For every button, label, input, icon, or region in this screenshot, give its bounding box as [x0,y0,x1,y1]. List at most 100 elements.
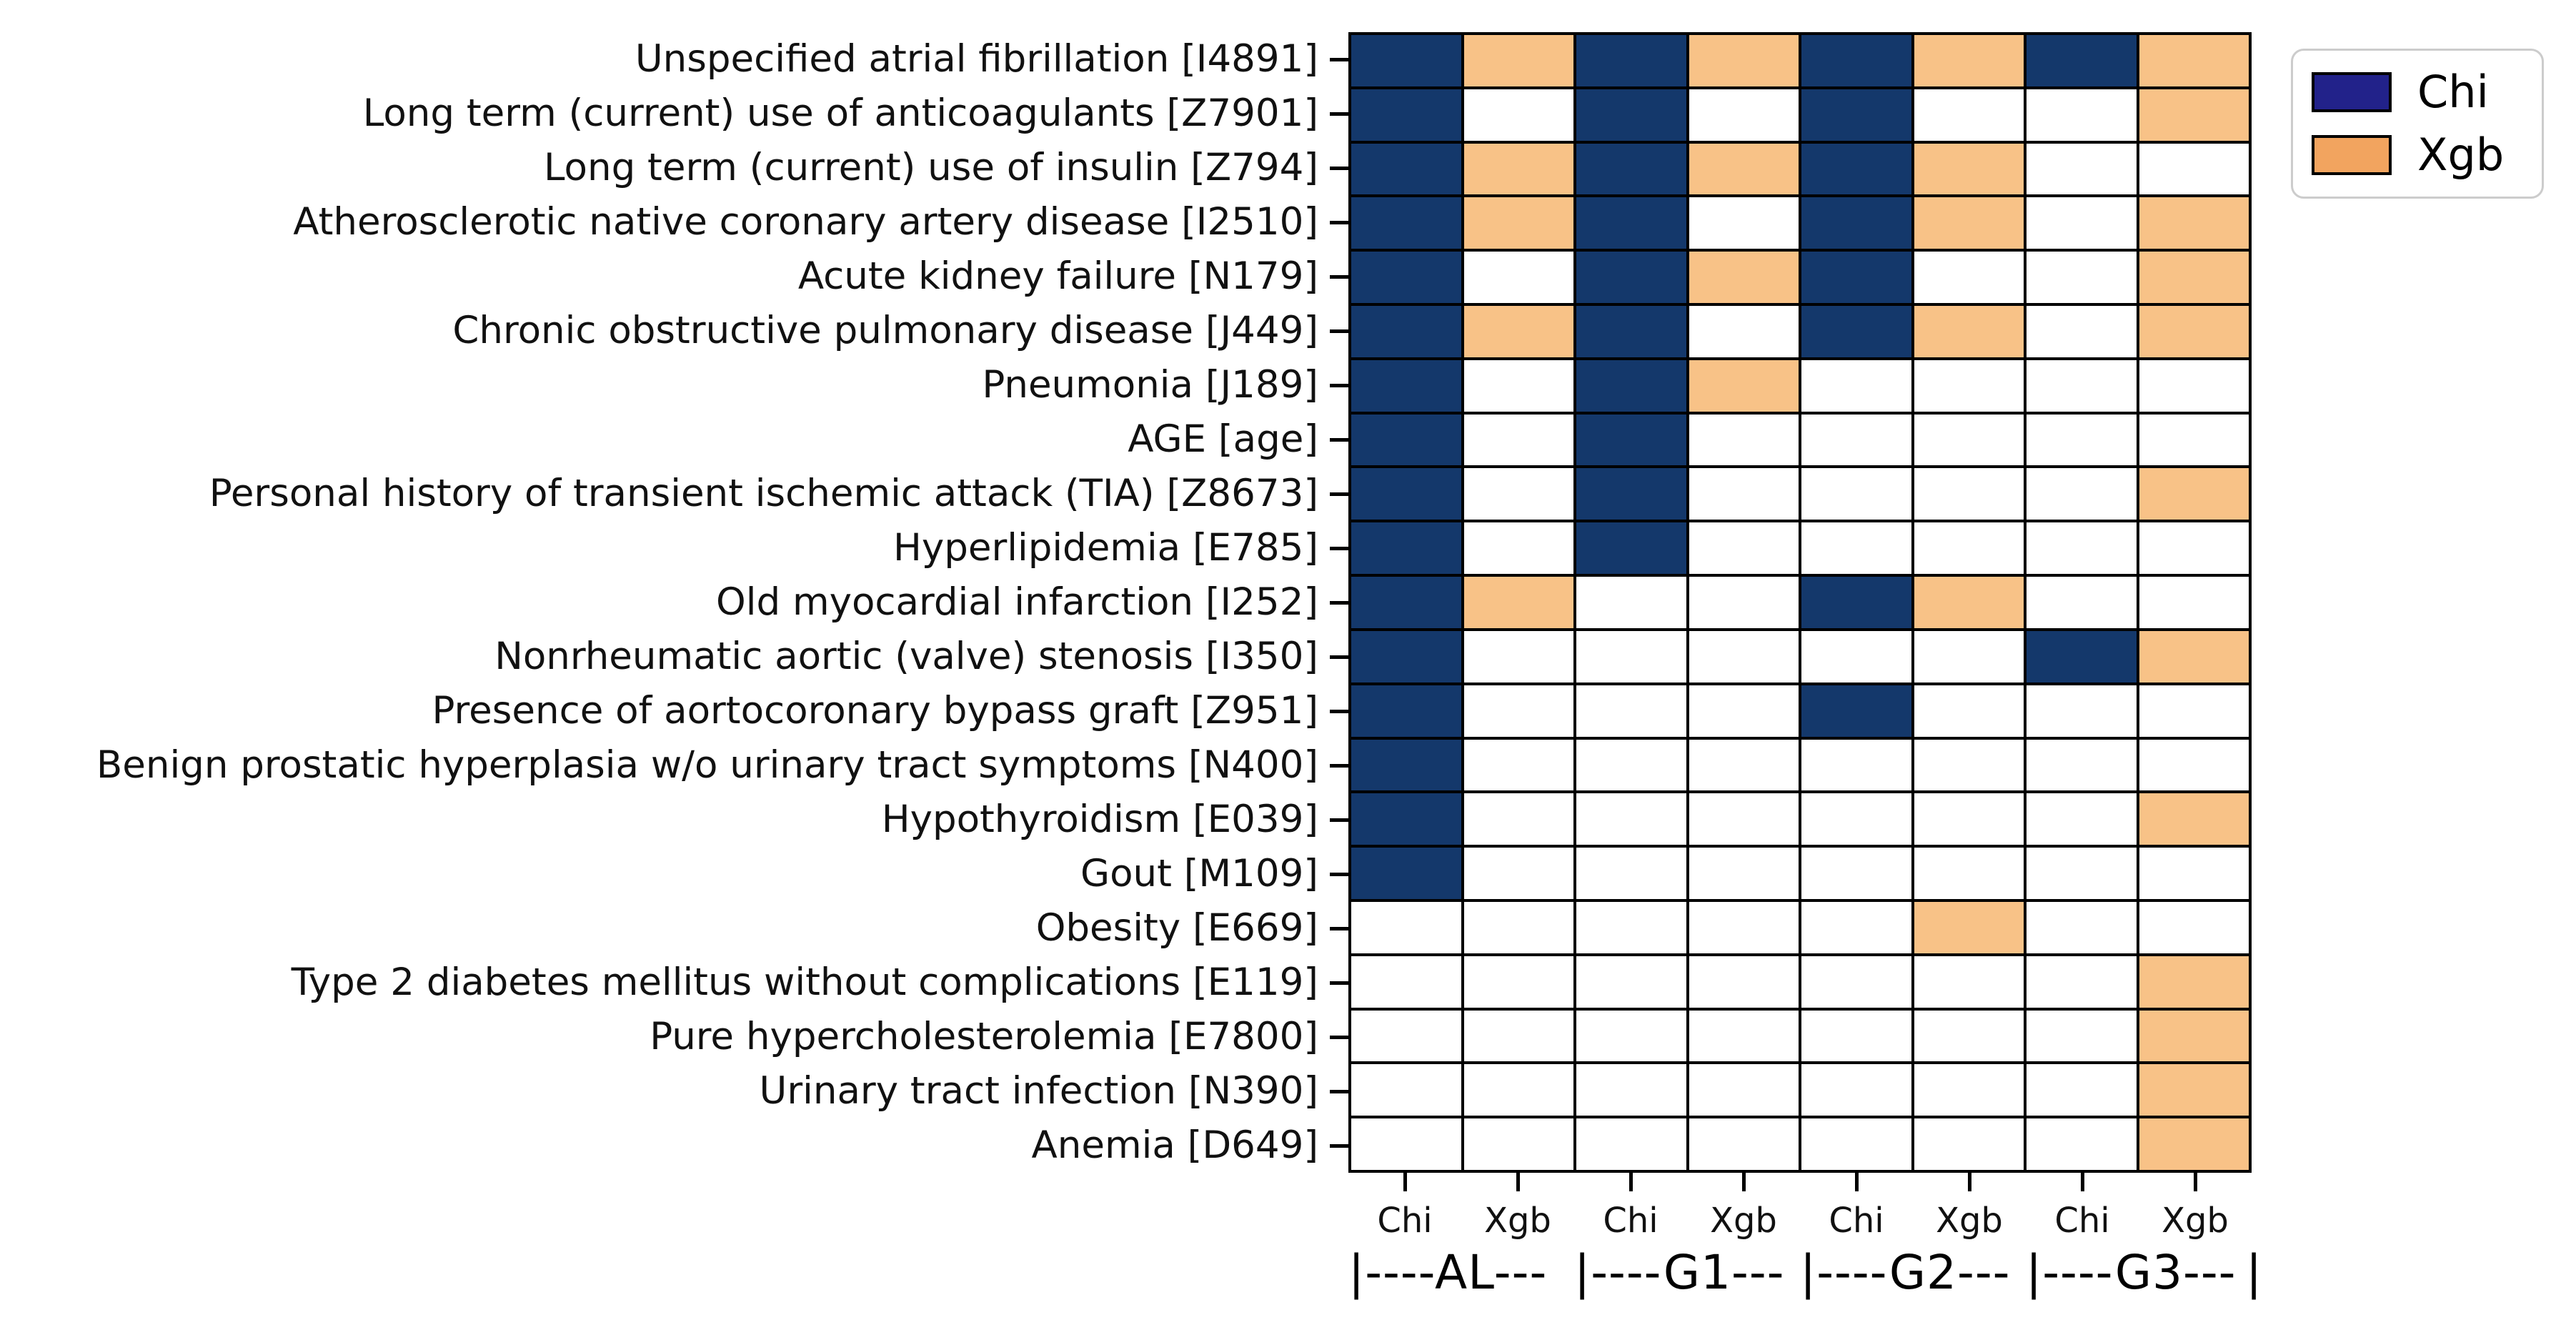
heatmap-cell [2139,901,2249,953]
heatmap-cell [1914,956,2024,1008]
legend-label-chi: Chi [2417,66,2489,118]
x-tick-label: Chi [2054,1201,2110,1241]
heatmap-cell [1351,1118,1461,1170]
heatmap-cell [1801,685,1911,737]
heatmap-cell [1801,577,1911,628]
heatmap-cell [1914,522,2024,575]
heatmap-cell [1463,522,1573,575]
x-tick-label: Chi [1603,1201,1659,1241]
heatmap-cell [1463,739,1573,791]
x-tick-mark [1854,1173,1859,1191]
heatmap-cell [2027,1118,2137,1170]
y-tick-label: Nonrheumatic aortic (valve) stenosis [I3… [494,635,1318,678]
y-tick-mark [1330,981,1348,985]
heatmap-cell [2027,1010,2137,1062]
heatmap-cell [1914,35,2024,86]
y-tick-mark [1330,1035,1348,1039]
y-tick-label: Long term (current) use of anticoagulant… [362,91,1318,135]
heatmap-cell [1463,306,1573,357]
x-tick-mark [1628,1173,1633,1191]
heatmap-cell [1689,143,1799,195]
heatmap-cell [1689,252,1799,304]
heatmap-cell [2139,1010,2249,1062]
heatmap-cell [1576,793,1686,845]
heatmap-cell [1351,522,1461,575]
y-tick-label: Obesity [E669] [1035,906,1318,950]
xgb-color-swatch [2312,135,2392,175]
heatmap-cell [1463,35,1573,86]
heatmap-cell [1351,577,1461,628]
heatmap-cell [1463,685,1573,737]
heatmap-cell [1801,143,1911,195]
heatmap-cell [1351,1064,1461,1116]
heatmap-cell [1463,143,1573,195]
heatmap-cell [1689,739,1799,791]
heatmap-cell [1801,956,1911,1008]
heatmap-cell [2139,739,2249,791]
heatmap-cell [1463,1010,1573,1062]
heatmap-cell [1914,468,2024,520]
heatmap-cell [1351,197,1461,249]
legend-label-xgb: Xgb [2417,129,2505,181]
y-tick-label: Chronic obstructive pulmonary disease [J… [452,309,1318,352]
heatmap-cell [1463,577,1573,628]
heatmap-cell [1576,1010,1686,1062]
heatmap-cell [2027,35,2137,86]
heatmap-cell [1351,143,1461,195]
heatmap-cell [2139,252,2249,304]
heatmap-cell [2139,793,2249,845]
heatmap-cell [1576,1064,1686,1116]
y-tick-mark [1330,166,1348,170]
legend-item-chi: Chi [2312,70,2523,114]
y-tick-label: Presence of aortocoronary bypass graft [… [432,689,1318,733]
heatmap-cell [2139,1064,2249,1116]
heatmap-cell [1801,848,1911,899]
y-tick-label: Anemia [D649] [1031,1123,1318,1167]
x-tick-mark [1403,1173,1407,1191]
y-tick-mark [1330,492,1348,496]
heatmap-cell [2139,848,2249,899]
heatmap-grid [1348,32,2252,1173]
heatmap-cell [1576,252,1686,304]
x-tick-label: Xgb [2162,1201,2229,1241]
y-tick-mark [1330,1143,1348,1148]
heatmap-cell [1351,252,1461,304]
y-tick-label: Long term (current) use of insulin [Z794… [543,146,1318,189]
heatmap-cell [1351,956,1461,1008]
heatmap-cell [1801,1010,1911,1062]
heatmap-cell [2027,685,2137,737]
heatmap-cell [2027,89,2137,141]
heatmap-cell [1689,414,1799,466]
heatmap-cell [1576,577,1686,628]
heatmap-cell [1576,848,1686,899]
heatmap-cell [2139,359,2249,412]
heatmap-cell [1914,739,2024,791]
x-tick-mark [1516,1173,1520,1191]
heatmap-cell [1576,630,1686,683]
heatmap-cell [1463,848,1573,899]
heatmap-cell [2139,35,2249,86]
heatmap-cell [1801,414,1911,466]
heatmap-cell [2027,577,2137,628]
heatmap-cell [2139,1118,2249,1170]
heatmap-cell [1689,1118,1799,1170]
heatmap-cell [2027,739,2137,791]
heatmap-cell [2027,522,2137,575]
heatmap-cell [1351,359,1461,412]
heatmap-cell [1689,577,1799,628]
heatmap-cell [1576,685,1686,737]
x-tick-label: Xgb [1484,1201,1551,1241]
heatmap-cell [1689,848,1799,899]
y-tick-mark [1330,600,1348,605]
heatmap-cell [1463,1064,1573,1116]
y-tick-label: Type 2 diabetes mellitus without complic… [291,961,1318,1004]
heatmap-cell [1576,35,1686,86]
heatmap-cell [2027,901,2137,953]
y-tick-label: Old myocardial infarction [I252] [716,580,1318,624]
heatmap-cell [2139,468,2249,520]
x-tick-mark [2193,1173,2197,1191]
heatmap-cell [1576,956,1686,1008]
heatmap-cell [2027,197,2137,249]
heatmap-cell [1914,1064,2024,1116]
